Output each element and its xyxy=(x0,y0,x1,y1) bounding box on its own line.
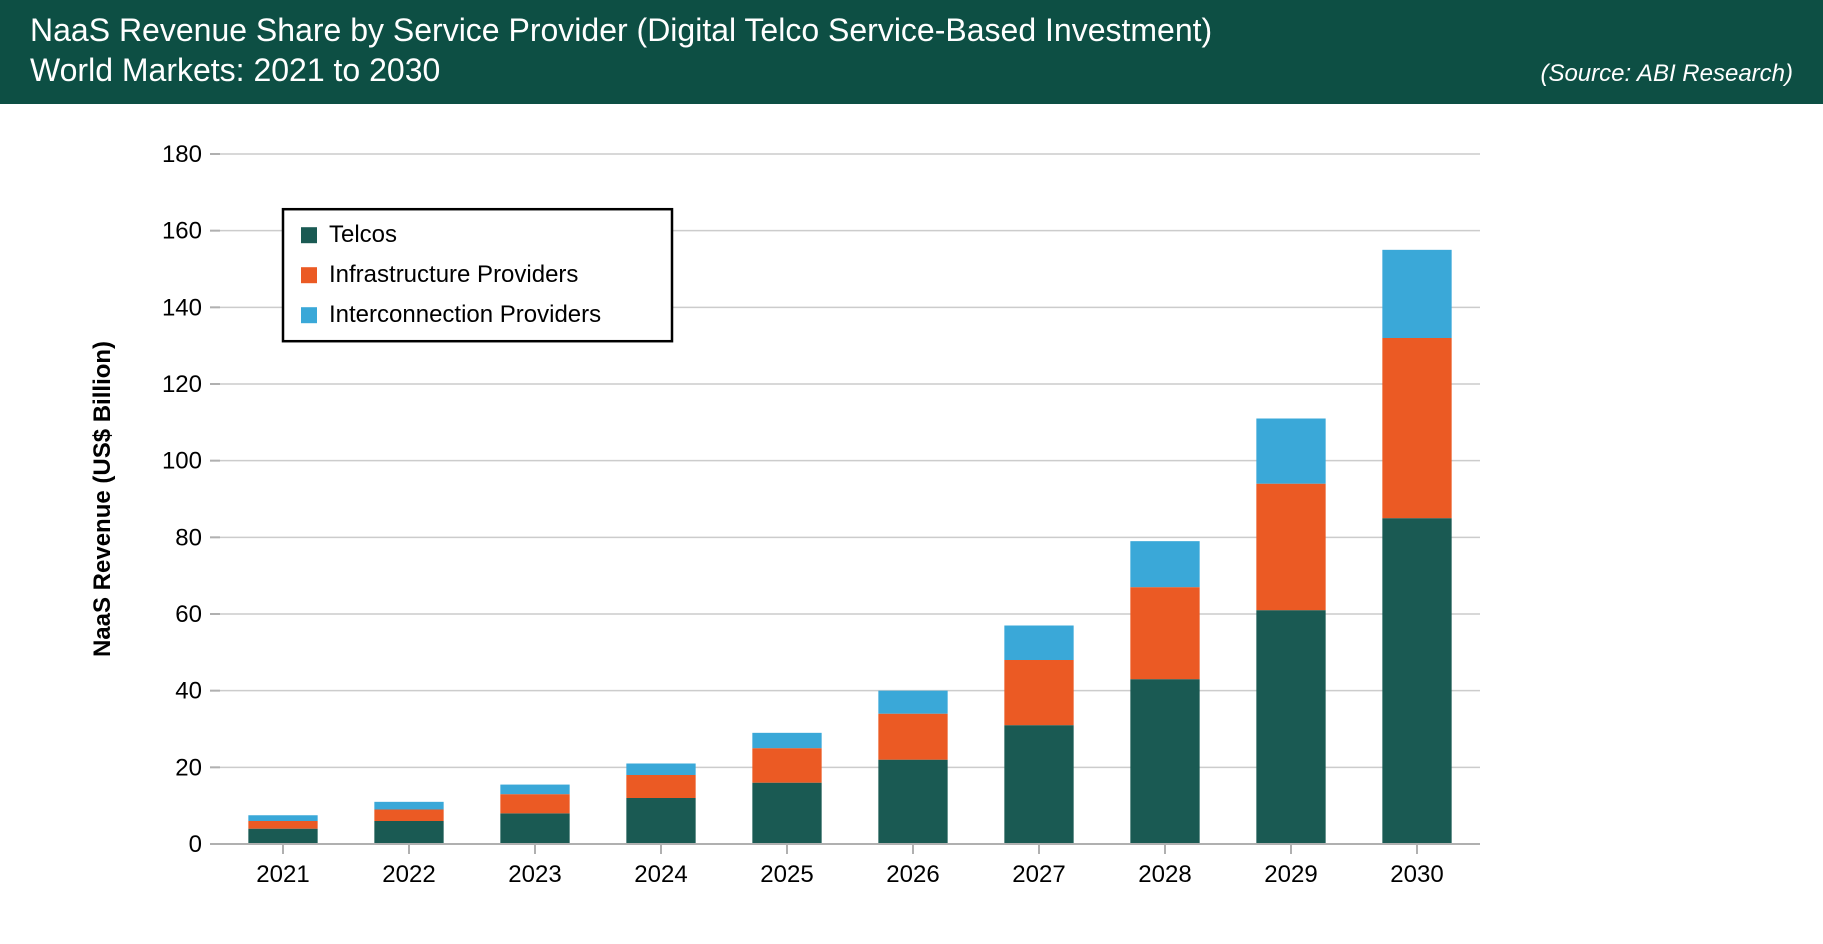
bar-segment-infrastructure-providers xyxy=(500,794,569,813)
legend-label: Interconnection Providers xyxy=(329,301,601,328)
bar-segment-interconnection-providers xyxy=(1382,250,1451,338)
bar-segment-telcos xyxy=(1004,725,1073,844)
bar-segment-interconnection-providers xyxy=(500,785,569,795)
legend-label: Telcos xyxy=(329,221,397,248)
bar-segment-interconnection-providers xyxy=(878,691,947,714)
bar-segment-infrastructure-providers xyxy=(374,810,443,822)
bar-segment-infrastructure-providers xyxy=(1004,660,1073,725)
y-tick-label: 120 xyxy=(162,371,202,398)
bar-segment-infrastructure-providers xyxy=(1382,338,1451,518)
legend-swatch xyxy=(301,307,317,323)
bar-segment-telcos xyxy=(878,760,947,844)
bar-segment-infrastructure-providers xyxy=(752,748,821,783)
x-tick-label: 2027 xyxy=(1012,861,1065,888)
x-tick-label: 2029 xyxy=(1264,861,1317,888)
x-tick-label: 2024 xyxy=(634,861,687,888)
stacked-bar-chart: 0 20 40 60 80 100 120 140 160 180 2021 2022 2023 2024… xyxy=(40,134,1540,914)
x-tick-label: 2021 xyxy=(256,861,309,888)
x-tick-label: 2026 xyxy=(886,861,939,888)
x-tick-label: 2022 xyxy=(382,861,435,888)
bar-segment-interconnection-providers xyxy=(1130,541,1199,587)
chart-subtitle: World Markets: 2021 to 2030 xyxy=(30,50,1793,90)
bar-segment-infrastructure-providers xyxy=(1256,484,1325,610)
bar-segment-telcos xyxy=(1130,679,1199,844)
y-tick-label: 20 xyxy=(175,754,202,781)
bar-segment-interconnection-providers xyxy=(1256,419,1325,484)
bar-segment-infrastructure-providers xyxy=(248,821,317,829)
y-tick-label: 160 xyxy=(162,218,202,245)
bar-segment-infrastructure-providers xyxy=(626,775,695,798)
y-tick-label: 180 xyxy=(162,141,202,168)
bar-segment-infrastructure-providers xyxy=(1130,587,1199,679)
legend-swatch xyxy=(301,267,317,283)
y-tick-label: 60 xyxy=(175,601,202,628)
chart-source: (Source: ABI Research) xyxy=(1540,60,1793,88)
x-tick-label: 2030 xyxy=(1390,861,1443,888)
bar-segment-interconnection-providers xyxy=(1004,626,1073,661)
bar-segment-interconnection-providers xyxy=(752,733,821,748)
bar-segment-interconnection-providers xyxy=(248,815,317,821)
legend-swatch xyxy=(301,227,317,243)
y-tick-label: 40 xyxy=(175,678,202,705)
bar-segment-infrastructure-providers xyxy=(878,714,947,760)
y-tick-label: 0 xyxy=(189,831,202,858)
bar-segment-telcos xyxy=(626,798,695,844)
bar-segment-interconnection-providers xyxy=(374,802,443,810)
bar-segment-interconnection-providers xyxy=(626,764,695,776)
bar-segment-telcos xyxy=(752,783,821,844)
bar-segment-telcos xyxy=(1382,518,1451,844)
y-tick-label: 80 xyxy=(175,524,202,551)
legend-label: Infrastructure Providers xyxy=(329,261,578,288)
x-tick-label: 2023 xyxy=(508,861,561,888)
x-tick-label: 2028 xyxy=(1138,861,1191,888)
bar-segment-telcos xyxy=(500,813,569,844)
bar-segment-telcos xyxy=(1256,610,1325,844)
y-tick-label: 100 xyxy=(162,448,202,475)
chart-title: NaaS Revenue Share by Service Provider (… xyxy=(30,10,1793,50)
chart-header: NaaS Revenue Share by Service Provider (… xyxy=(0,0,1823,104)
x-tick-label: 2025 xyxy=(760,861,813,888)
bar-segment-telcos xyxy=(248,829,317,844)
bar-segment-telcos xyxy=(374,821,443,844)
y-axis-label: NaaS Revenue (US$ Billion) xyxy=(89,341,116,657)
y-tick-label: 140 xyxy=(162,294,202,321)
chart-area: 0 20 40 60 80 100 120 140 160 180 2021 2022 2023 2024… xyxy=(0,104,1823,944)
